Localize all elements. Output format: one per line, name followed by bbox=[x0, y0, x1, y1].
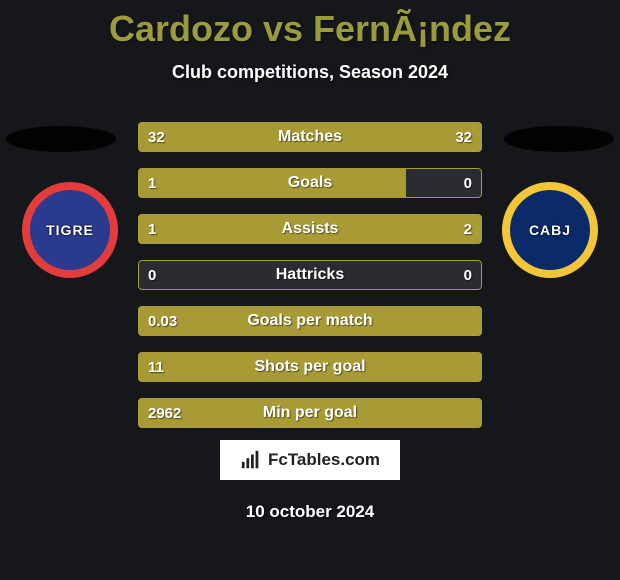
club-crest-right: CABJ bbox=[502, 182, 598, 278]
crest-left-label: TIGRE bbox=[46, 222, 94, 238]
stat-label: Goals bbox=[138, 168, 482, 198]
player-left-name: Cardozo bbox=[109, 8, 253, 49]
stat-row: 10Goals bbox=[138, 168, 482, 198]
stat-label: Assists bbox=[138, 214, 482, 244]
date-text: 10 october 2024 bbox=[246, 502, 375, 522]
stat-row: 2962Min per goal bbox=[138, 398, 482, 428]
club-crest-left: TIGRE bbox=[22, 182, 118, 278]
branding-text: FcTables.com bbox=[268, 450, 380, 470]
stat-label: Hattricks bbox=[138, 260, 482, 290]
subtitle: Club competitions, Season 2024 bbox=[0, 62, 620, 83]
stat-label: Shots per goal bbox=[138, 352, 482, 382]
player-right-name: FernÃ¡ndez bbox=[313, 8, 511, 49]
crest-right-label: CABJ bbox=[529, 222, 571, 238]
branding-banner: FcTables.com bbox=[220, 440, 400, 480]
stat-row: 3232Matches bbox=[138, 122, 482, 152]
fctables-icon bbox=[240, 449, 262, 471]
stat-label: Goals per match bbox=[138, 306, 482, 336]
stat-row: 00Hattricks bbox=[138, 260, 482, 290]
stat-label: Matches bbox=[138, 122, 482, 152]
stat-row: 11Shots per goal bbox=[138, 352, 482, 382]
stat-bars: 3232Matches 10Goals 12Assists 00Hattricks 0.… bbox=[138, 122, 482, 444]
stat-row: 12Assists bbox=[138, 214, 482, 244]
page-title: Cardozo vs FernÃ¡ndez bbox=[0, 0, 620, 50]
stat-label: Min per goal bbox=[138, 398, 482, 428]
vs-separator: vs bbox=[263, 8, 313, 49]
stat-row: 0.03Goals per match bbox=[138, 306, 482, 336]
crest-shadow-left bbox=[6, 126, 116, 152]
crest-shadow-right bbox=[504, 126, 614, 152]
